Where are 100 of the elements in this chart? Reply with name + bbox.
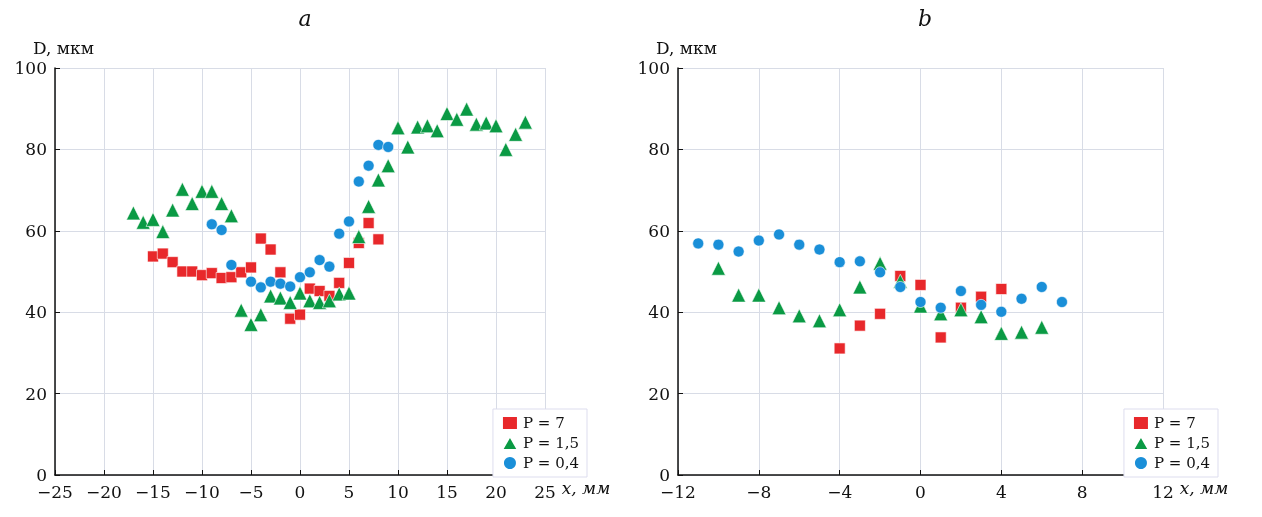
point bbox=[994, 326, 1009, 341]
point bbox=[243, 317, 259, 332]
point bbox=[323, 260, 336, 273]
y-tick-label: 80 bbox=[648, 139, 670, 160]
x-tick-label: −20 bbox=[86, 481, 122, 502]
point bbox=[813, 243, 826, 256]
point bbox=[1056, 296, 1068, 308]
point bbox=[852, 279, 868, 295]
y-tick-label: 60 bbox=[648, 220, 670, 241]
x-tick-label: 0 bbox=[915, 481, 926, 502]
point bbox=[135, 214, 151, 230]
point bbox=[874, 308, 886, 320]
point bbox=[215, 224, 228, 236]
point bbox=[449, 111, 465, 127]
point bbox=[351, 229, 367, 244]
y-tick-label: 100 bbox=[14, 58, 47, 78]
point bbox=[225, 271, 238, 283]
point bbox=[955, 285, 967, 297]
y-tick-label: 80 bbox=[25, 139, 47, 160]
point bbox=[292, 285, 308, 301]
point bbox=[165, 202, 180, 218]
point bbox=[914, 296, 927, 308]
point bbox=[854, 319, 866, 332]
x-tick-label: 15 bbox=[436, 481, 458, 502]
x-tick-label: 20 bbox=[485, 481, 507, 502]
chart-title: a bbox=[298, 5, 312, 31]
point bbox=[382, 141, 394, 153]
y-tick-label: 60 bbox=[25, 220, 47, 241]
point bbox=[498, 142, 514, 157]
point bbox=[894, 281, 907, 293]
point bbox=[206, 218, 218, 231]
point bbox=[692, 237, 705, 250]
y-tick-label: 40 bbox=[648, 302, 670, 323]
point bbox=[371, 172, 386, 188]
point bbox=[313, 254, 326, 266]
point bbox=[233, 302, 249, 318]
point bbox=[274, 277, 287, 290]
point bbox=[854, 255, 866, 268]
point bbox=[341, 285, 357, 301]
point bbox=[333, 277, 345, 289]
x-tick-label: −5 bbox=[238, 481, 264, 502]
point bbox=[478, 115, 494, 131]
point bbox=[833, 256, 846, 268]
point bbox=[518, 114, 533, 130]
point bbox=[255, 281, 267, 294]
legend-label: P = 0,4 bbox=[522, 454, 580, 472]
point bbox=[155, 224, 171, 239]
point bbox=[184, 196, 200, 211]
point bbox=[712, 238, 725, 251]
point bbox=[751, 287, 767, 303]
x-tick-label: 4 bbox=[995, 481, 1007, 502]
x-axis-title: x, мм bbox=[1179, 477, 1229, 498]
legend-label: P = 7 bbox=[1153, 414, 1196, 432]
legend-label: P = 7 bbox=[522, 414, 565, 432]
point bbox=[204, 184, 220, 199]
x-axis-title: x, мм bbox=[561, 477, 611, 498]
x-tick-label: 25 bbox=[534, 481, 556, 502]
legend-label: P = 1,5 bbox=[522, 434, 580, 452]
point bbox=[1035, 281, 1048, 293]
point bbox=[245, 261, 257, 274]
point bbox=[362, 159, 375, 172]
x-tick-label: −10 bbox=[184, 481, 220, 502]
point bbox=[274, 266, 287, 279]
y-tick-label: 20 bbox=[648, 383, 670, 404]
x-tick-label: 5 bbox=[343, 481, 355, 502]
point bbox=[372, 139, 385, 151]
point bbox=[362, 217, 375, 229]
point bbox=[771, 300, 787, 316]
point bbox=[832, 302, 847, 318]
point bbox=[1034, 319, 1050, 335]
point bbox=[224, 208, 239, 224]
point bbox=[439, 106, 455, 121]
point bbox=[145, 212, 161, 227]
point bbox=[953, 302, 969, 318]
point bbox=[874, 266, 886, 279]
point bbox=[361, 199, 376, 214]
point bbox=[157, 247, 169, 260]
point bbox=[166, 256, 179, 268]
chart-title: b bbox=[917, 5, 933, 31]
point bbox=[975, 299, 987, 311]
point bbox=[214, 196, 229, 211]
point bbox=[1015, 292, 1028, 305]
point bbox=[253, 307, 269, 322]
y-axis-title: D, мкм bbox=[33, 37, 94, 58]
point bbox=[973, 309, 989, 324]
point bbox=[333, 227, 345, 240]
x-tick-label: −4 bbox=[827, 481, 853, 502]
point bbox=[914, 279, 927, 291]
point bbox=[812, 313, 827, 329]
x-tick-label: −15 bbox=[135, 481, 171, 502]
x-tick-label: 10 bbox=[387, 481, 409, 502]
point bbox=[791, 308, 807, 324]
point bbox=[793, 238, 806, 251]
point bbox=[264, 243, 277, 256]
legend-label: P = 1,5 bbox=[1153, 434, 1211, 452]
point bbox=[255, 232, 267, 245]
point bbox=[282, 295, 298, 310]
point bbox=[284, 280, 296, 293]
point bbox=[225, 259, 238, 271]
x-tick-label: 0 bbox=[294, 481, 306, 502]
